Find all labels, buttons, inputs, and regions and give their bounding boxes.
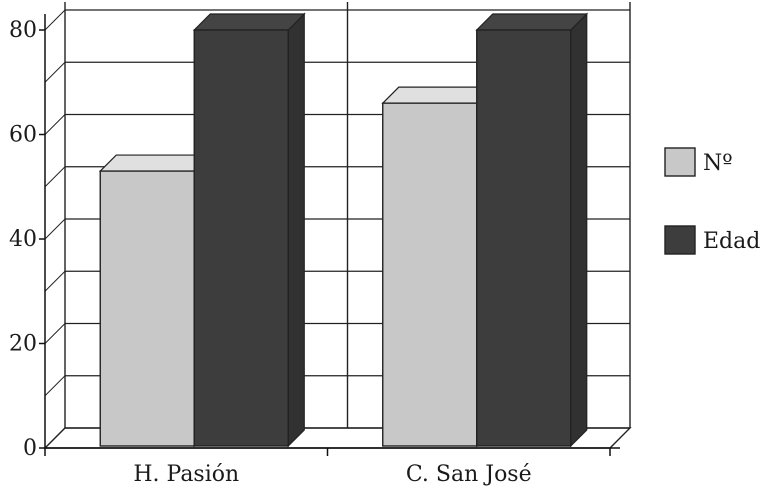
bar-0-1 (192, 12, 306, 448)
y-tick-label: 60 (9, 123, 37, 148)
bar-1-1 (475, 12, 589, 448)
bar-side (287, 12, 305, 448)
side-gridline (44, 218, 66, 240)
y-tick-label: 40 (9, 227, 37, 252)
bar-front (476, 29, 572, 447)
bar-top (192, 13, 306, 31)
side-gridline (44, 9, 66, 31)
tick-labels: 0 20 40 60 80 H. Pasión C. San José (9, 18, 532, 487)
side-gridline (44, 270, 66, 292)
legend-label: Nº (703, 151, 733, 176)
y-tick-label: 80 (9, 18, 37, 43)
legend: Nº Edad (664, 147, 760, 255)
bars (98, 12, 589, 448)
legend-label: Edad (703, 229, 760, 254)
side-gridline (44, 375, 66, 397)
y-tick-label: 0 (23, 436, 37, 461)
x-tick-label: H. Pasión (133, 462, 239, 486)
bar-top (475, 13, 589, 31)
y-tick-label: 20 (9, 332, 37, 357)
bar-side (570, 12, 588, 448)
side-gridline (44, 166, 66, 188)
x-tick-label: C. San José (406, 462, 532, 486)
legend-swatch (664, 147, 696, 177)
side-gridline (44, 323, 66, 344)
bar-front (193, 29, 289, 447)
bar-front (382, 102, 478, 447)
bar-front (99, 170, 195, 447)
side-gridline (44, 61, 66, 83)
axes (39, 14, 632, 456)
side-gridline (44, 114, 66, 135)
legend-swatch (664, 225, 696, 255)
